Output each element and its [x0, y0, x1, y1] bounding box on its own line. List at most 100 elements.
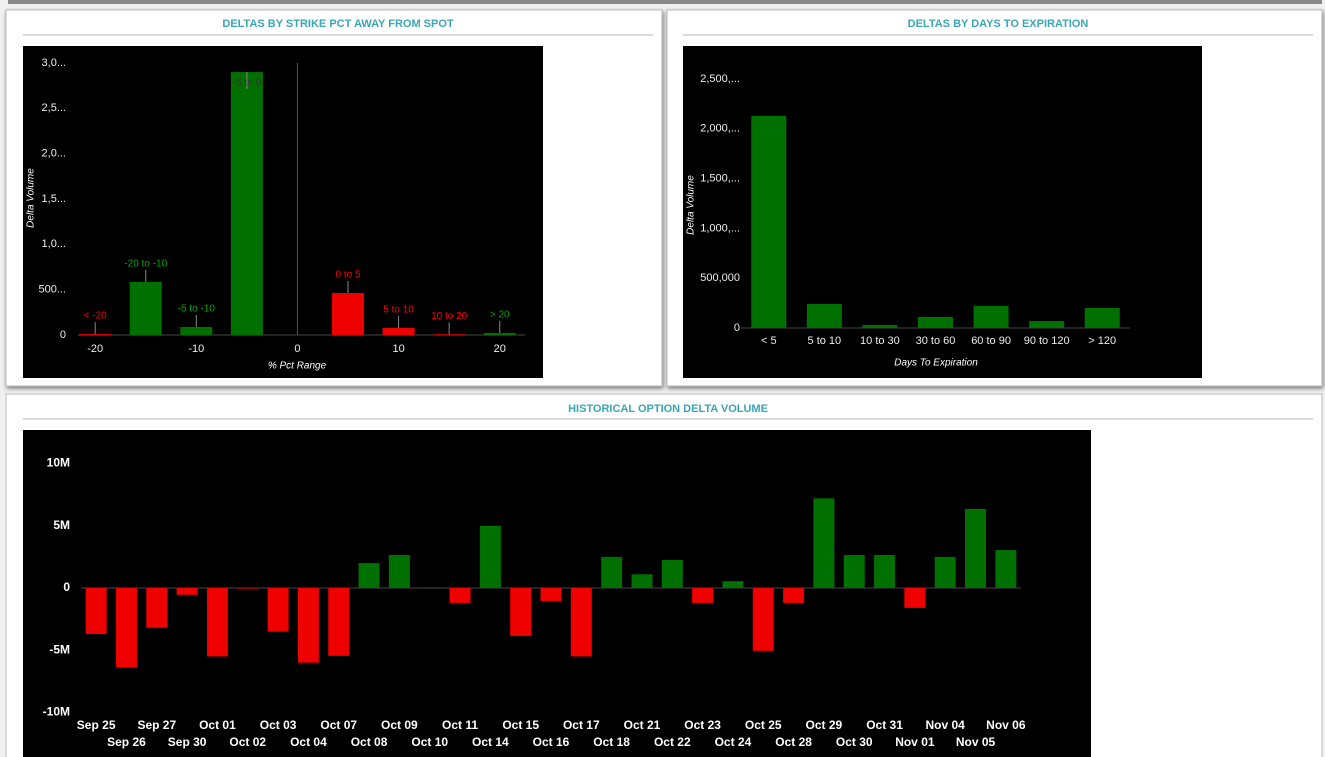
- bar: [874, 555, 896, 588]
- bar: [129, 281, 162, 335]
- x-tick-label: Oct 14: [472, 735, 509, 749]
- panel-title: DELTAS BY STRIKE PCT AWAY FROM SPOT: [222, 18, 454, 30]
- x-tick-label: Nov 05: [956, 735, 996, 749]
- y-tick-label: 10M: [47, 456, 70, 470]
- bar: [176, 588, 198, 595]
- y-tick-label: 5M: [53, 518, 70, 532]
- x-tick-label: Sep 30: [168, 735, 207, 749]
- y-tick-label: 0: [63, 580, 70, 594]
- bar: [230, 72, 263, 336]
- y-axis-label: Delta Volume: [686, 175, 697, 235]
- bar: [661, 559, 683, 588]
- bar: [1029, 321, 1065, 328]
- bar: [1084, 307, 1120, 328]
- bar: [751, 115, 787, 328]
- x-tick-label: Oct 04: [290, 735, 327, 749]
- bar: [752, 588, 774, 651]
- x-tick-label: -20: [87, 343, 103, 355]
- data-label: 0 to 5: [336, 270, 361, 281]
- y-tick-label: -5M: [49, 642, 70, 656]
- bar: [297, 588, 319, 663]
- x-tick-label: Oct 24: [715, 735, 752, 749]
- bar: [965, 508, 987, 588]
- bar: [934, 556, 956, 588]
- x-tick-label: Sep 26: [107, 735, 146, 749]
- bar: [433, 334, 466, 335]
- x-tick-label: Oct 10: [411, 735, 448, 749]
- x-tick-label: Oct 28: [775, 735, 812, 749]
- bar: [510, 588, 532, 636]
- y-tick-label: 1,000,...: [700, 222, 740, 234]
- x-tick-label: Oct 08: [351, 735, 388, 749]
- x-tick-label: < 5: [761, 335, 777, 347]
- x-tick-label: -10: [188, 343, 204, 355]
- bar: [332, 293, 365, 335]
- bar: [79, 334, 112, 335]
- x-tick-label: Oct 03: [260, 718, 297, 732]
- data-label: 5 to 10: [383, 305, 414, 316]
- bar: [783, 588, 805, 603]
- x-tick-label: Nov 01: [895, 735, 935, 749]
- x-tick-label: Oct 16: [533, 735, 570, 749]
- x-tick-label: Oct 29: [806, 718, 843, 732]
- bar: [918, 316, 953, 328]
- bar: [419, 587, 441, 588]
- bar: [904, 588, 926, 608]
- bar: [180, 327, 213, 335]
- x-tick-label: Oct 22: [654, 735, 691, 749]
- panel-title: HISTORICAL OPTION DELTA VOLUME: [568, 403, 768, 415]
- bar: [358, 563, 380, 588]
- bar: [540, 588, 562, 602]
- plot-area: [23, 46, 543, 378]
- x-tick-label: 30 to 60: [916, 335, 956, 347]
- bar: [449, 588, 471, 603]
- bar: [206, 588, 228, 657]
- x-tick-label: Sep 25: [77, 718, 116, 732]
- bar: [692, 588, 714, 603]
- y-tick-label: 0: [734, 322, 740, 334]
- x-tick-label: 5 to 10: [808, 335, 842, 347]
- data-label: -5 to 0: [233, 78, 262, 89]
- bar: [483, 333, 516, 335]
- x-tick-label: Oct 09: [381, 718, 418, 732]
- x-tick-label: 10 to 30: [860, 335, 900, 347]
- panel-title: DELTAS BY DAYS TO EXPIRATION: [908, 18, 1089, 30]
- x-tick-label: Oct 23: [684, 718, 721, 732]
- bar: [806, 303, 842, 328]
- bar: [388, 555, 410, 588]
- y-tick-label: 500,000: [700, 272, 740, 284]
- bar: [85, 588, 107, 635]
- x-tick-label: Sep 27: [137, 718, 176, 732]
- y-tick-label: 3,0...: [42, 57, 66, 69]
- bar: [237, 588, 259, 589]
- bar: [382, 328, 415, 335]
- x-tick-label: 60 to 90: [971, 335, 1011, 347]
- data-label: < -20: [84, 311, 108, 322]
- x-tick-label: > 120: [1088, 335, 1116, 347]
- y-axis-label: Delta Volume: [26, 168, 37, 228]
- y-tick-label: 500...: [38, 284, 66, 296]
- x-tick-label: Oct 11: [442, 718, 478, 732]
- bar: [479, 525, 501, 588]
- bar: [115, 588, 137, 668]
- x-tick-label: 90 to 120: [1024, 335, 1070, 347]
- bar: [328, 588, 350, 656]
- bar: [843, 555, 865, 588]
- y-tick-label: 2,500,...: [700, 73, 740, 85]
- x-tick-label: 20: [494, 343, 506, 355]
- x-tick-label: Oct 15: [502, 718, 539, 732]
- x-tick-label: Oct 18: [593, 735, 630, 749]
- y-tick-label: 1,500,...: [700, 172, 740, 184]
- bar: [146, 588, 168, 628]
- y-tick-label: 2,5...: [42, 102, 66, 114]
- x-tick-label: 0: [294, 343, 300, 355]
- x-tick-label: Oct 01: [199, 718, 236, 732]
- y-tick-label: 2,000,...: [700, 123, 740, 135]
- data-label: 10 to 20: [431, 311, 468, 322]
- y-tick-label: 2,0...: [42, 148, 66, 160]
- y-tick-label: 1,0...: [42, 238, 66, 250]
- x-tick-label: Oct 21: [624, 718, 661, 732]
- data-label: -20 to -10: [124, 259, 167, 270]
- bar: [570, 588, 592, 657]
